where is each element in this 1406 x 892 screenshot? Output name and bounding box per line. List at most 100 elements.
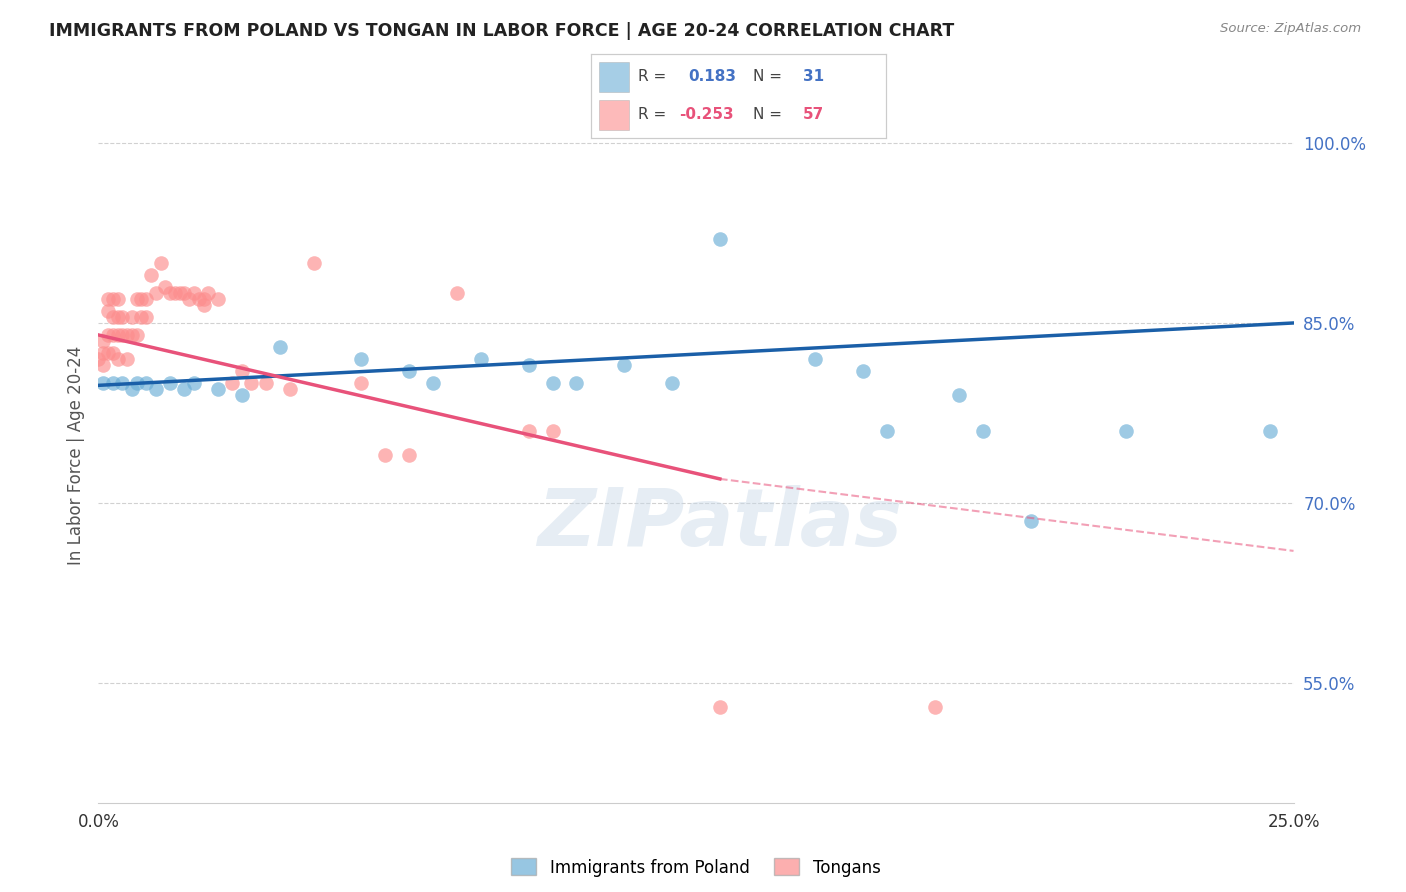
Text: Source: ZipAtlas.com: Source: ZipAtlas.com bbox=[1220, 22, 1361, 36]
Point bbox=[121, 382, 143, 396]
Point bbox=[107, 310, 129, 324]
Text: N =: N = bbox=[754, 107, 782, 122]
Point bbox=[613, 358, 636, 372]
Text: 0.183: 0.183 bbox=[688, 70, 735, 85]
Point bbox=[221, 376, 243, 390]
Point bbox=[91, 376, 114, 390]
Point bbox=[159, 376, 181, 390]
Point bbox=[173, 382, 195, 396]
Point bbox=[446, 285, 468, 300]
Point bbox=[709, 699, 731, 714]
Point bbox=[374, 448, 396, 462]
Legend: Immigrants from Poland, Tongans: Immigrants from Poland, Tongans bbox=[503, 850, 889, 885]
Text: R =: R = bbox=[638, 70, 676, 85]
Point bbox=[517, 424, 540, 438]
Point bbox=[207, 292, 229, 306]
Point bbox=[97, 292, 120, 306]
Point bbox=[269, 340, 291, 354]
Text: R =: R = bbox=[638, 107, 666, 122]
Point bbox=[111, 310, 134, 324]
Point bbox=[125, 376, 148, 390]
Point bbox=[115, 328, 138, 343]
Point bbox=[145, 285, 167, 300]
Point bbox=[709, 232, 731, 246]
Point bbox=[135, 376, 157, 390]
Point bbox=[541, 376, 564, 390]
Point bbox=[924, 699, 946, 714]
Point bbox=[97, 346, 120, 360]
Point bbox=[111, 376, 134, 390]
Point bbox=[948, 388, 970, 402]
Point bbox=[169, 285, 191, 300]
Point bbox=[183, 376, 205, 390]
Point bbox=[972, 424, 994, 438]
Text: IMMIGRANTS FROM POLAND VS TONGAN IN LABOR FORCE | AGE 20-24 CORRELATION CHART: IMMIGRANTS FROM POLAND VS TONGAN IN LABO… bbox=[49, 22, 955, 40]
Point bbox=[350, 351, 373, 366]
Point bbox=[350, 376, 373, 390]
Point bbox=[179, 292, 201, 306]
Point bbox=[1115, 424, 1137, 438]
Point bbox=[254, 376, 277, 390]
Point bbox=[876, 424, 898, 438]
Point bbox=[183, 285, 205, 300]
Point bbox=[97, 304, 120, 318]
Point bbox=[121, 328, 143, 343]
Point bbox=[565, 376, 588, 390]
Point bbox=[187, 292, 209, 306]
Point bbox=[135, 310, 157, 324]
Point bbox=[107, 351, 129, 366]
Point bbox=[422, 376, 444, 390]
Point bbox=[517, 358, 540, 372]
Bar bbox=[599, 100, 628, 130]
Point bbox=[101, 328, 124, 343]
Text: N =: N = bbox=[754, 70, 782, 85]
Point bbox=[145, 382, 167, 396]
Text: 31: 31 bbox=[803, 70, 824, 85]
Point bbox=[135, 292, 157, 306]
Point bbox=[121, 310, 143, 324]
Point bbox=[470, 351, 492, 366]
Point bbox=[240, 376, 263, 390]
Point bbox=[661, 376, 683, 390]
Point bbox=[1258, 424, 1281, 438]
Point bbox=[149, 256, 172, 270]
Point bbox=[101, 376, 124, 390]
Point bbox=[131, 292, 153, 306]
Point bbox=[125, 328, 148, 343]
Point bbox=[115, 351, 138, 366]
Point bbox=[97, 328, 120, 343]
Point bbox=[231, 364, 253, 378]
Point bbox=[231, 388, 253, 402]
Point bbox=[155, 280, 177, 294]
Point bbox=[87, 351, 110, 366]
Point bbox=[207, 382, 229, 396]
Text: -0.253: -0.253 bbox=[679, 107, 734, 122]
Point bbox=[91, 358, 114, 372]
Text: ZIPatlas: ZIPatlas bbox=[537, 485, 903, 564]
Point bbox=[101, 292, 124, 306]
Point bbox=[398, 364, 420, 378]
Bar bbox=[599, 62, 628, 92]
Point bbox=[302, 256, 325, 270]
Point bbox=[131, 310, 153, 324]
Point bbox=[541, 424, 564, 438]
Point bbox=[163, 285, 186, 300]
Point bbox=[107, 328, 129, 343]
Point bbox=[101, 310, 124, 324]
Point bbox=[197, 285, 219, 300]
Point bbox=[159, 285, 181, 300]
Point bbox=[193, 298, 215, 312]
Point bbox=[107, 292, 129, 306]
Point bbox=[111, 328, 134, 343]
Point bbox=[125, 292, 148, 306]
Point bbox=[852, 364, 875, 378]
Point bbox=[398, 448, 420, 462]
Point bbox=[101, 346, 124, 360]
Point bbox=[173, 285, 195, 300]
Point bbox=[193, 292, 215, 306]
Point bbox=[278, 382, 301, 396]
Point bbox=[91, 346, 114, 360]
Text: 57: 57 bbox=[803, 107, 824, 122]
Point bbox=[91, 334, 114, 348]
Point bbox=[1019, 514, 1042, 528]
